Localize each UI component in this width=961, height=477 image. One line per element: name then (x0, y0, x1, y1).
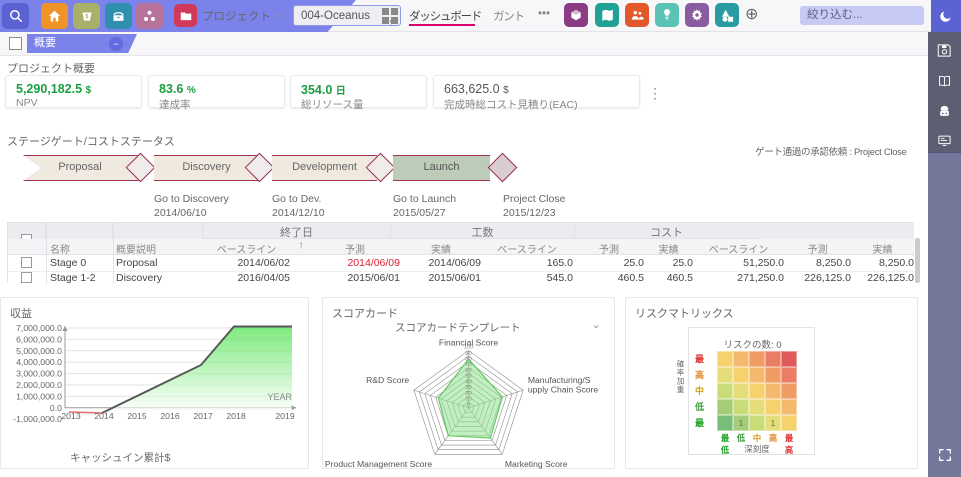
svg-text:2015: 2015 (127, 411, 146, 421)
svg-text:10: 10 (465, 397, 471, 403)
svg-text:2017: 2017 (193, 411, 212, 421)
svg-text:2016: 2016 (160, 411, 179, 421)
svg-text:50: 50 (465, 374, 471, 380)
svg-text:40: 40 (465, 379, 471, 385)
svg-text:6,000,000.0: 6,000,000.0 (16, 334, 62, 344)
svg-text:60: 60 (465, 368, 471, 374)
svg-text:1,000,000.0: 1,000,000.0 (16, 391, 62, 401)
svg-text:20: 20 (465, 391, 471, 397)
svg-text:-1,000,000.0: -1,000,000.0 (13, 414, 62, 424)
svg-text:R&D Score: R&D Score (366, 375, 409, 385)
svg-text:3,000,000.0: 3,000,000.0 (16, 369, 62, 379)
svg-text:70: 70 (465, 362, 471, 368)
svg-text:90: 90 (465, 351, 471, 357)
svg-text:0.0: 0.0 (50, 403, 62, 413)
svg-text:Financial Score: Financial Score (439, 338, 499, 348)
svg-text:30: 30 (465, 385, 471, 391)
svg-text:2,000,000.0: 2,000,000.0 (16, 380, 62, 390)
svg-text:0: 0 (467, 402, 470, 408)
svg-text:2018: 2018 (226, 411, 245, 421)
svg-text:Marketing Score: Marketing Score (505, 459, 568, 469)
svg-text:Product Management Score: Product Management Score (325, 459, 432, 469)
svg-text:2013: 2013 (61, 411, 80, 421)
svg-text:YEAR: YEAR (267, 392, 292, 402)
svg-text:$: $ (85, 14, 88, 20)
svg-text:80: 80 (465, 356, 471, 362)
svg-text:Manufacturing/S: Manufacturing/S (528, 375, 591, 385)
svg-text:2014: 2014 (94, 411, 113, 421)
svg-text:4,000,000.0: 4,000,000.0 (16, 357, 62, 367)
svg-text:upply Chain Score: upply Chain Score (528, 385, 599, 395)
svg-text:2019: 2019 (275, 411, 294, 421)
svg-text:5,000,000.0: 5,000,000.0 (16, 346, 62, 356)
svg-text:7,000,000.0: 7,000,000.0 (16, 323, 62, 333)
